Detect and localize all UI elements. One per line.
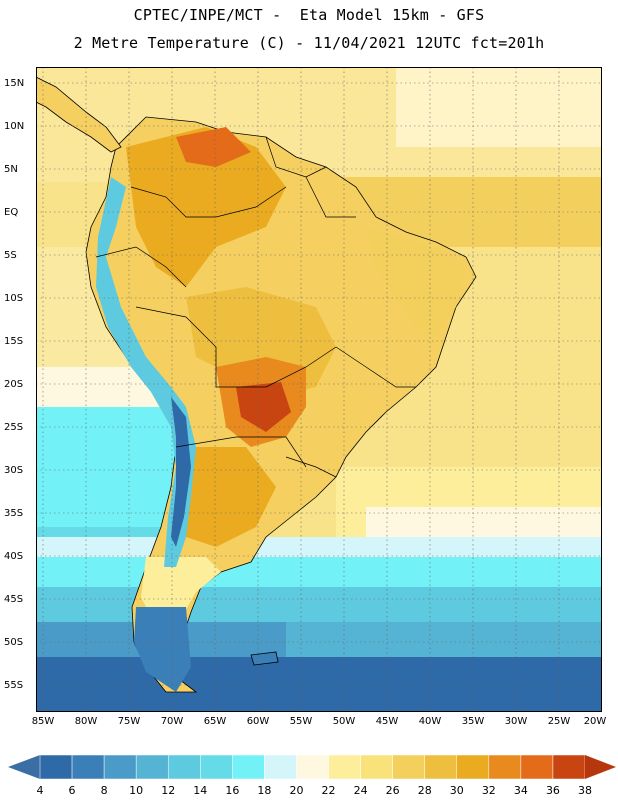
lon-label: 70W [160, 716, 184, 727]
temperature-map [36, 67, 602, 712]
colorbar-cell [456, 754, 490, 780]
lon-label: 45W [375, 716, 399, 727]
colorbar-cell [71, 754, 105, 780]
argentina-warm [176, 447, 276, 547]
colorbar-cell [232, 754, 265, 780]
colorbar-cell [296, 754, 329, 780]
colorbar-tick-label: 32 [481, 784, 496, 797]
lat-label: 50S [4, 637, 24, 648]
colorbar-tick-label: 10 [129, 784, 144, 797]
colorbar-tick-label: 18 [257, 784, 272, 797]
colorbar-cell [39, 754, 73, 780]
atlantic-cold [286, 622, 602, 657]
lon-label: 50W [332, 716, 356, 727]
colorbar-tick-label: 30 [449, 784, 464, 797]
lon-label: 20W [583, 716, 607, 727]
colorbar-cell [552, 754, 586, 780]
colorbar-tick-label: 26 [385, 784, 400, 797]
ocean-cold-band [36, 587, 602, 627]
colorbar-tick-label: 6 [68, 784, 76, 797]
map-canvas [36, 67, 602, 712]
lon-label: 25W [547, 716, 571, 727]
lat-label: 5S [4, 250, 17, 261]
colorbar-cell [520, 754, 554, 780]
lat-label: 10N [4, 121, 25, 132]
chaco-hotspot [236, 382, 291, 432]
colorbar-cell [392, 754, 425, 780]
country-borders [95, 136, 416, 478]
colorbar-tick-label: 20 [289, 784, 304, 797]
ocean-north-pale [396, 67, 602, 147]
southern-ocean-band [36, 657, 602, 712]
colorbar-tick-label: 38 [578, 784, 592, 797]
colorbar-tick-label: 22 [321, 784, 336, 797]
lat-label: 55S [4, 680, 24, 691]
colorbar-tick-label: 14 [193, 784, 208, 797]
colorbar-cell [424, 754, 458, 780]
central-america-land [36, 76, 122, 153]
colorbar-cells [39, 754, 586, 780]
amazon-warm-region [126, 127, 286, 287]
lon-label: 65W [203, 716, 227, 727]
colorbar-left-arrow [8, 755, 40, 779]
lon-label: 30W [504, 716, 528, 727]
colorbar-tick-label: 28 [417, 784, 432, 797]
colorbar-tick-label: 4 [36, 784, 44, 797]
colorbar-tick-label: 36 [545, 784, 560, 797]
colorbar-tick-label: 34 [513, 784, 528, 797]
colorbar-cell [103, 754, 137, 780]
colorbar-tick-label: 12 [161, 784, 176, 797]
colorbar-tick-label: 16 [225, 784, 240, 797]
colorbar-cell [135, 754, 169, 780]
pacific-cool [36, 407, 186, 547]
andes-cold-spine [96, 177, 196, 567]
colorbar-right-arrow [585, 755, 616, 779]
lat-label: 40S [4, 551, 24, 562]
lat-label: 15S [4, 336, 24, 347]
atlantic-pale [366, 507, 602, 537]
lat-label: 20S [4, 379, 24, 390]
colorbar-cell [264, 754, 297, 780]
colorbar-tick-label: 8 [100, 784, 108, 797]
lon-label: 60W [246, 716, 270, 727]
lon-label: 35W [461, 716, 485, 727]
chart-title-line2: 2 Metre Temperature (C) - 11/04/2021 12U… [73, 34, 545, 52]
lon-label: 80W [74, 716, 98, 727]
lat-label: 30S [4, 465, 24, 476]
northeast-brazil [366, 227, 466, 337]
colorbar [8, 754, 616, 780]
lat-label: 5N [4, 164, 18, 175]
lat-label: 10S [4, 293, 24, 304]
lon-label: 55W [289, 716, 313, 727]
colorbar-tick-label: 24 [353, 784, 368, 797]
colorbar-cell [360, 754, 393, 780]
andes-coldest [171, 397, 191, 547]
lon-label: 40W [418, 716, 442, 727]
lat-label: 45S [4, 594, 24, 605]
lat-label: 35S [4, 508, 24, 519]
lat-label: 15N [4, 78, 25, 89]
colorbar-cell [167, 754, 201, 780]
patagonia-south [134, 607, 191, 692]
chart-title-line1: CPTEC/INPE/MCT - Eta Model 15km - GFS [133, 6, 485, 24]
lat-label: 25S [4, 422, 24, 433]
colorbar-cell [200, 754, 233, 780]
lon-label: 85W [31, 716, 55, 727]
colorbar-cell [328, 754, 361, 780]
lat-label: EQ [4, 207, 19, 218]
colorbar-cell [488, 754, 522, 780]
venezuela-hot [176, 127, 251, 167]
lon-label: 75W [117, 716, 141, 727]
